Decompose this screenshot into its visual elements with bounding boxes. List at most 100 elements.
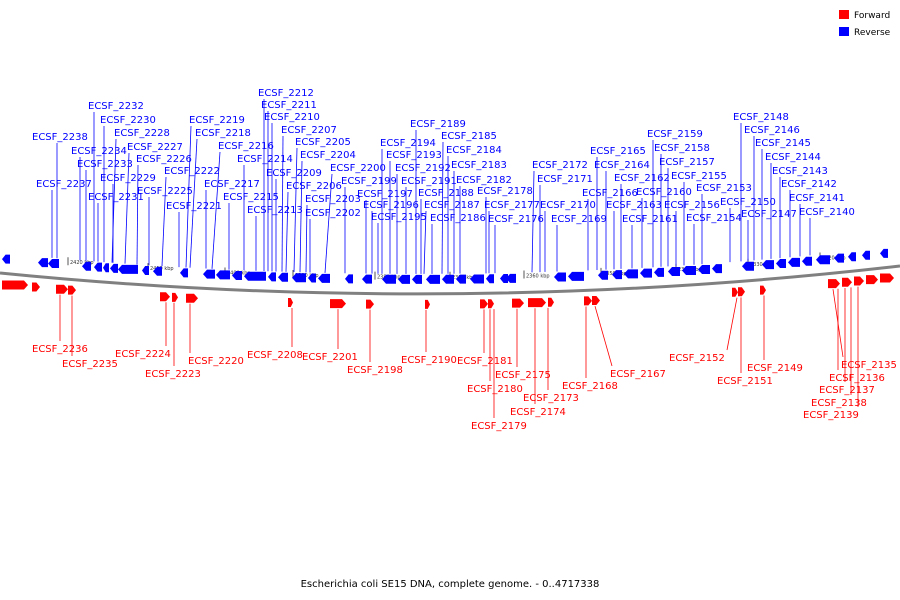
reverse-gene-arrow <box>880 248 888 258</box>
legend-forward-label: Forward <box>854 11 890 21</box>
reverse-gene-arrow <box>94 262 102 272</box>
reverse-gene-label: ECSF_2209 <box>266 168 322 179</box>
forward-gene-label: ECSF_2223 <box>145 369 201 380</box>
forward-gene-arrow <box>528 298 546 308</box>
reverse-gene-label: ECSF_2182 <box>456 175 512 186</box>
reverse-gene-arrow <box>48 259 59 269</box>
reverse-gene-leader <box>305 204 308 273</box>
forward-gene-leader <box>594 305 613 367</box>
reverse-gene-leader <box>423 210 427 274</box>
reverse-gene-label: ECSF_2185 <box>441 131 497 142</box>
reverse-gene-leader <box>161 176 167 267</box>
reverse-gene-label: ECSF_2155 <box>671 171 727 182</box>
forward-strand-genes <box>2 273 894 309</box>
reverse-gene-arrow <box>398 274 410 284</box>
forward-gene-arrow <box>330 299 346 309</box>
forward-gene-label: ECSF_2152 <box>669 353 725 364</box>
reverse-gene-leader <box>136 164 139 265</box>
reverse-gene-arrow <box>456 274 466 284</box>
forward-gene-label: ECSF_2179 <box>471 421 527 432</box>
reverse-gene-arrow <box>554 272 566 282</box>
forward-gene-arrow <box>760 285 766 295</box>
reverse-gene-label: ECSF_2166 <box>582 188 638 199</box>
reverse-gene-arrow <box>232 270 242 280</box>
reverse-gene-leader <box>211 151 221 269</box>
reverse-gene-label: ECSF_2207 <box>281 125 337 136</box>
forward-gene-arrow <box>842 277 852 287</box>
reverse-gene-label: ECSF_2184 <box>446 145 502 156</box>
reverse-gene-label: ECSF_2193 <box>386 150 442 161</box>
reverse-gene-label: ECSF_2142 <box>781 179 837 190</box>
reverse-gene-arrow <box>203 269 215 279</box>
reverse-gene-arrow <box>308 273 316 283</box>
reverse-gene-label: ECSF_2230 <box>100 115 156 126</box>
reverse-gene-label: ECSF_2196 <box>363 200 419 211</box>
reverse-gene-arrow <box>470 274 484 284</box>
reverse-gene-label: ECSF_2232 <box>88 101 144 112</box>
reverse-gene-label: ECSF_2154 <box>686 213 742 224</box>
reverse-gene-arrow <box>712 264 722 274</box>
forward-gene-arrow <box>866 275 878 285</box>
reverse-gene-label: ECSF_2169 <box>551 214 607 225</box>
reverse-gene-label: ECSF_2191 <box>401 176 457 187</box>
forward-gene-arrow <box>592 296 600 306</box>
forward-gene-arrow <box>512 298 524 308</box>
reverse-gene-label: ECSF_2227 <box>127 142 183 153</box>
reverse-gene-label: ECSF_2234 <box>71 146 127 157</box>
reverse-gene-label: ECSF_2159 <box>647 129 703 140</box>
forward-gene-label: ECSF_2136 <box>829 373 885 384</box>
reverse-gene-label: ECSF_2177 <box>484 200 540 211</box>
reverse-gene-label: ECSF_2226 <box>136 154 192 165</box>
reverse-gene-label: ECSF_2164 <box>594 160 650 171</box>
reverse-gene-label: ECSF_2158 <box>654 143 710 154</box>
legend: Forward Reverse <box>839 10 891 38</box>
reverse-gene-arrow <box>345 274 353 284</box>
reverse-gene-arrow <box>442 274 454 284</box>
forward-gene-label: ECSF_2137 <box>819 385 875 396</box>
forward-gene-label: ECSF_2151 <box>717 376 773 387</box>
forward-gene-arrow <box>480 299 488 309</box>
forward-gene-label: ECSF_2236 <box>32 344 88 355</box>
reverse-gene-arrow <box>318 273 330 283</box>
reverse-gene-arrow <box>816 255 830 265</box>
scale-tick-label: 2360 kbp <box>526 274 550 280</box>
reverse-gene-arrow <box>654 267 664 277</box>
reverse-gene-label: ECSF_2199 <box>341 176 397 187</box>
reverse-gene-label: ECSF_2188 <box>418 188 474 199</box>
forward-gene-arrow <box>172 292 178 302</box>
reverse-gene-arrow <box>118 264 138 274</box>
forward-gene-label: ECSF_2174 <box>510 407 566 418</box>
reverse-gene-arrow <box>802 256 812 266</box>
reverse-gene-label: ECSF_2178 <box>477 186 533 197</box>
forward-gene-label: ECSF_2198 <box>347 365 403 376</box>
legend-reverse-label: Reverse <box>854 28 891 38</box>
reverse-gene-label: ECSF_2189 <box>410 119 466 130</box>
reverse-gene-arrow <box>568 271 584 281</box>
reverse-gene-label: ECSF_2160 <box>636 187 692 198</box>
forward-gene-label: ECSF_2220 <box>188 356 244 367</box>
reverse-gene-label: ECSF_2217 <box>204 179 260 190</box>
legend-reverse-swatch <box>839 27 849 36</box>
reverse-gene-leader <box>441 141 444 274</box>
reverse-gene-label: ECSF_2205 <box>295 137 351 148</box>
reverse-gene-label: ECSF_2147 <box>741 209 797 220</box>
reverse-gene-leader <box>189 138 198 268</box>
reverse-gene-label: ECSF_2183 <box>451 160 507 171</box>
reverse-gene-label: ECSF_2170 <box>540 200 596 211</box>
reverse-gene-arrow <box>742 261 754 271</box>
reverse-gene-arrow <box>598 270 608 280</box>
forward-gene-label: ECSF_2190 <box>401 355 457 366</box>
scale-tick-label: 2390 kbp <box>295 273 319 279</box>
reverse-gene-label: ECSF_2218 <box>195 128 251 139</box>
reverse-gene-arrow <box>216 270 230 280</box>
reverse-gene-label: ECSF_2228 <box>114 128 170 139</box>
reverse-gene-label: ECSF_2143 <box>772 166 828 177</box>
forward-gene-arrow <box>732 287 738 297</box>
forward-gene-label: ECSF_2135 <box>841 360 897 371</box>
reverse-gene-arrow <box>500 273 508 283</box>
reverse-gene-label: ECSF_2202 <box>305 208 361 219</box>
forward-gene-label: ECSF_2181 <box>457 356 513 367</box>
legend-forward-swatch <box>839 10 849 19</box>
reverse-gene-arrow <box>292 273 306 283</box>
